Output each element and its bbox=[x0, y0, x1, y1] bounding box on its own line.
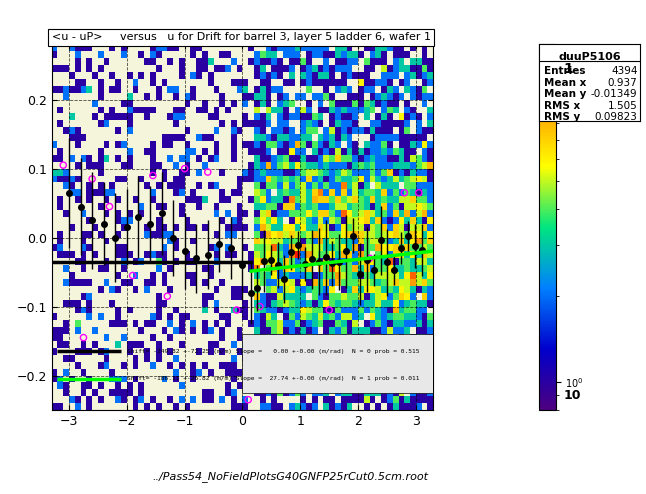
Point bbox=[364, 254, 375, 262]
Point bbox=[231, 306, 242, 314]
Point bbox=[255, 303, 265, 311]
Text: duuP5106: duuP5106 bbox=[558, 52, 621, 62]
Point bbox=[413, 189, 424, 197]
Text: -0.01349: -0.01349 bbox=[591, 89, 638, 99]
Point bbox=[78, 333, 89, 341]
Text: Mean y: Mean y bbox=[545, 89, 587, 99]
Text: 0.937: 0.937 bbox=[608, 78, 638, 88]
Point bbox=[104, 203, 114, 210]
Point bbox=[87, 175, 98, 183]
Point bbox=[243, 396, 253, 404]
Point bbox=[148, 171, 158, 179]
Point bbox=[180, 165, 190, 172]
Text: Entries: Entries bbox=[545, 66, 586, 76]
Point bbox=[399, 189, 410, 197]
Point bbox=[252, 378, 262, 386]
Text: 4394: 4394 bbox=[611, 66, 638, 76]
Point bbox=[203, 168, 213, 176]
Text: 0.09823: 0.09823 bbox=[595, 112, 638, 122]
Point bbox=[324, 306, 335, 314]
Point bbox=[127, 272, 138, 280]
Text: Shift= -249.82 +-72.25 (m/m) Slope =   0.00 +-0.00 (m/rad)  N = 0 prob = 0.515: Shift= -249.82 +-72.25 (m/m) Slope = 0.0… bbox=[127, 349, 419, 354]
Text: RMS x: RMS x bbox=[545, 101, 581, 111]
Point bbox=[162, 292, 172, 300]
Bar bbox=[242, 334, 624, 393]
Text: <u - uP>     versus   u for Drift for barrel 3, layer 5 ladder 6, wafer 1: <u - uP> versus u for Drift for barrel 3… bbox=[52, 32, 431, 42]
Text: Shift= -186.11 +-26.82 (m/m) Slope =  27.74 +-0.00 (m/rad)  N = 1 prob = 0.011: Shift= -186.11 +-26.82 (m/m) Slope = 27.… bbox=[127, 376, 419, 381]
Point bbox=[58, 161, 68, 169]
Text: RMS y: RMS y bbox=[545, 112, 581, 122]
Text: ../Pass54_NoFieldPlotsG40GNFP25rCut0.5cm.root: ../Pass54_NoFieldPlotsG40GNFP25rCut0.5cm… bbox=[152, 471, 429, 482]
Text: 1: 1 bbox=[563, 62, 573, 76]
Text: Mean x: Mean x bbox=[545, 78, 587, 88]
Text: 10: 10 bbox=[563, 389, 581, 402]
Text: 1.505: 1.505 bbox=[608, 101, 638, 111]
